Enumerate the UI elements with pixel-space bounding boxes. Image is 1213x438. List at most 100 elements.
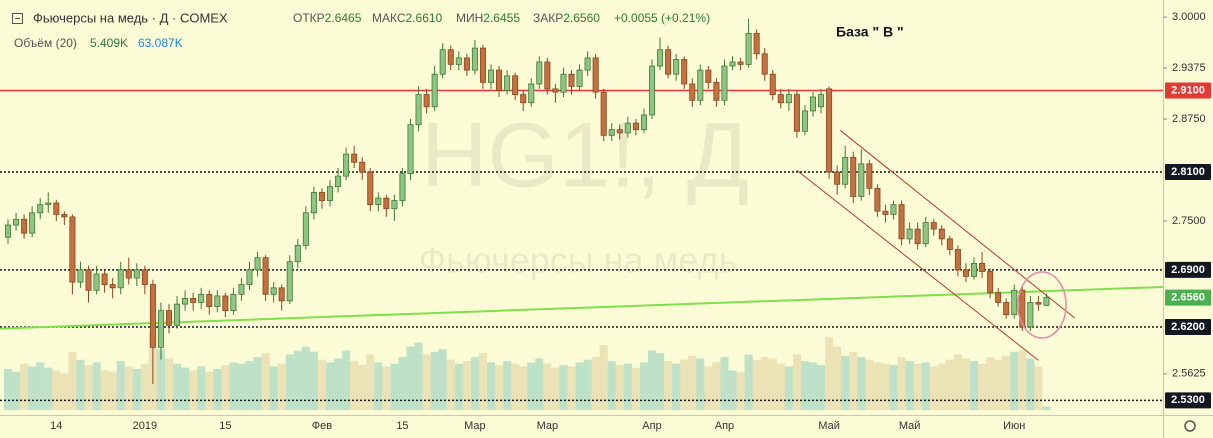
volume-bar: [744, 354, 753, 410]
candle-body: [979, 262, 986, 272]
volume-bar: [342, 350, 351, 410]
volume-bar: [470, 357, 479, 410]
volume-bar: [881, 363, 890, 410]
axis-layer: 3.0000 2.9375 2.8750 2.7500 2.5625 2.9100 2.81…: [50, 11, 1211, 432]
ohlc-item: ЗАКР2.6560: [533, 11, 600, 25]
candle-body: [343, 153, 350, 177]
candle-body: [214, 295, 221, 307]
volume-bar: [414, 342, 423, 410]
volume-bar: [462, 361, 471, 410]
ohlc-name: ЗАКР: [533, 11, 563, 25]
candle-body: [407, 124, 414, 175]
candle-body: [608, 129, 615, 136]
volume-bar: [599, 345, 608, 410]
volume-bar: [277, 363, 286, 410]
volume-bar: [478, 353, 487, 410]
candle-body: [584, 57, 591, 71]
volume-bar: [1026, 358, 1035, 410]
settings[interactable]: [1184, 420, 1196, 432]
volume-bar: [639, 362, 648, 410]
volume-bar: [229, 362, 238, 410]
volume-bar: [156, 349, 165, 410]
settings-icon[interactable]: [1184, 420, 1196, 432]
candle-body: [850, 156, 857, 197]
volume-bar: [825, 337, 834, 410]
volume-bar: [559, 365, 568, 410]
candle-body: [568, 73, 575, 87]
candle-body: [504, 75, 511, 91]
candle-body: [769, 73, 776, 95]
level-layer: [0, 89, 1164, 402]
ohlc-item: МАКС2.6610: [372, 11, 443, 25]
candle-body: [206, 293, 213, 307]
highlight-circle: [1017, 271, 1067, 339]
volume-bar: [736, 371, 745, 410]
candle-body: [673, 59, 680, 75]
volume-bar: [165, 358, 174, 410]
candle-body: [367, 171, 374, 206]
volume-bar: [583, 359, 592, 410]
watermark-name: Фьючерсы на медь: [419, 240, 738, 281]
volume-bar: [873, 362, 882, 410]
ohlc-name: МАКС: [372, 11, 406, 25]
candle-body: [640, 114, 647, 131]
x-tick-label: Мар: [464, 420, 486, 432]
volume-bar: [358, 365, 367, 410]
candle-body: [286, 261, 293, 302]
volume-bar: [833, 346, 842, 410]
volume-bar: [398, 357, 407, 410]
volume-bar: [503, 361, 512, 410]
candle-body: [383, 197, 390, 210]
candle-body: [632, 122, 639, 131]
candle-body: [697, 69, 704, 101]
volume-bar: [285, 354, 294, 410]
volume-bar: [889, 365, 898, 410]
price-label-bg: [1165, 261, 1211, 278]
volume-bar: [60, 373, 69, 410]
volume-bar: [607, 361, 616, 410]
candle-body: [13, 218, 20, 226]
candle-body: [69, 216, 76, 283]
candle-body: [995, 292, 1002, 303]
candle-body: [157, 310, 164, 348]
x-tick-label: Мар: [537, 420, 559, 432]
volume-bar: [390, 363, 399, 410]
volume-bar: [551, 367, 560, 410]
candle-body: [254, 257, 261, 271]
volume-bar: [961, 358, 970, 410]
price-label-bg: [1165, 289, 1211, 306]
volume-bar: [4, 369, 13, 410]
x-tick-label: Апр: [715, 420, 734, 432]
volume-bar: [841, 355, 850, 410]
volume-bar: [712, 362, 721, 410]
candle-body: [890, 204, 897, 215]
volume-bar: [334, 358, 343, 410]
volume-bar: [937, 363, 946, 410]
candle-body: [101, 273, 108, 285]
candle-body: [810, 96, 817, 112]
candle-body: [399, 173, 406, 201]
volume-bar: [527, 362, 536, 410]
collapse-icon[interactable]: [12, 13, 23, 24]
candle-body: [592, 57, 599, 93]
volume-bar: [28, 366, 37, 410]
candle-body: [657, 49, 664, 67]
candle-body: [1011, 289, 1018, 316]
volume-bar: [317, 359, 326, 410]
candle-body: [21, 218, 28, 234]
volume-bar: [245, 361, 254, 410]
volume-bar: [76, 359, 85, 410]
candle-body: [962, 269, 969, 277]
candle-body: [906, 228, 913, 240]
candle-body: [649, 65, 656, 116]
volume-bar: [173, 363, 182, 410]
volume-bar: [752, 359, 761, 410]
volume-bar: [929, 366, 938, 410]
volume-bar: [768, 358, 777, 410]
volume-bar: [382, 366, 391, 410]
ohlc-value: 2.6610: [406, 11, 443, 25]
volume-bar: [688, 355, 697, 410]
volume-bar: [631, 367, 640, 410]
candle-body: [141, 269, 148, 285]
